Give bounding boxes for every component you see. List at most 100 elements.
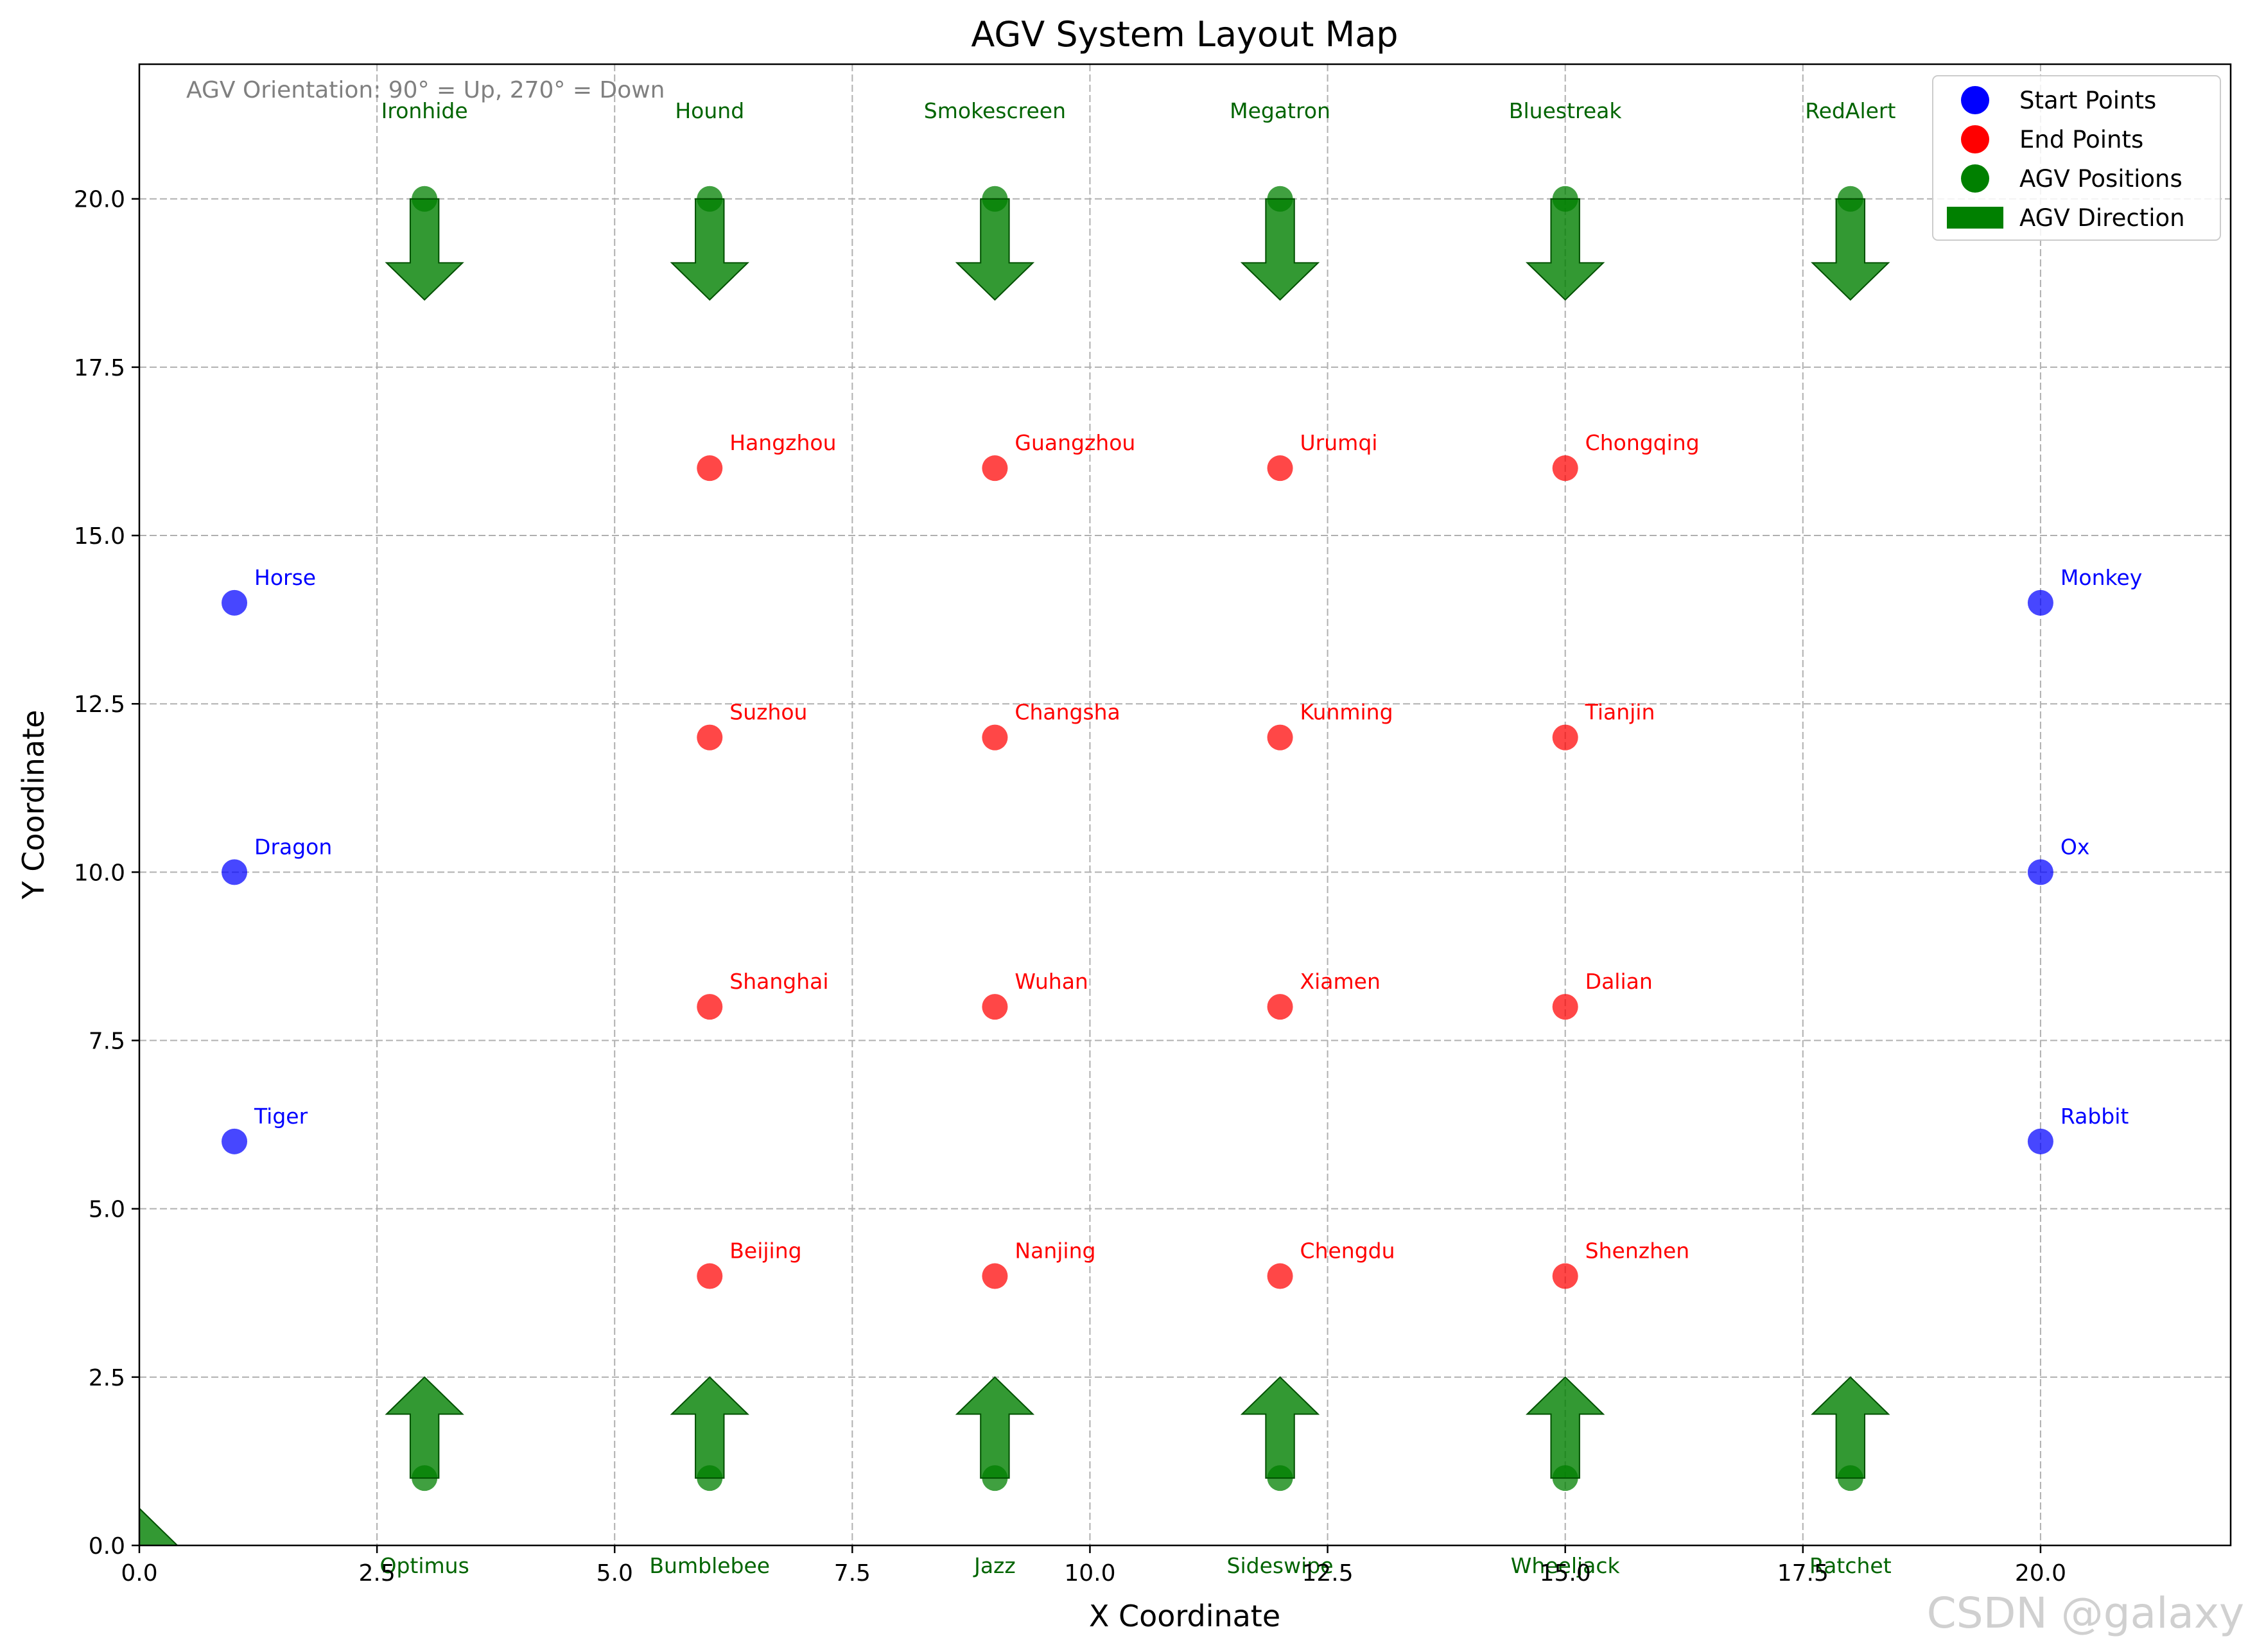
plot-marks: Horse Dragon Tiger Monkey Ox Rabbit Hangzhou Gu… bbox=[139, 98, 2142, 1578]
end-point bbox=[982, 724, 1008, 751]
legend-box bbox=[1932, 75, 2221, 241]
end-point-label: Nanjing bbox=[1015, 1239, 1095, 1264]
agv-label: Jazz bbox=[973, 1553, 1016, 1578]
end-point bbox=[697, 724, 723, 751]
end-point-label: Chengdu bbox=[1300, 1239, 1395, 1264]
plot-frame bbox=[138, 63, 2232, 1547]
end-point-label: Urumqi bbox=[1300, 430, 1378, 455]
y-tick-label: 2.5 bbox=[89, 1365, 125, 1391]
end-point bbox=[1267, 724, 1293, 751]
y-tick-label: 0.0 bbox=[89, 1533, 125, 1560]
end-point bbox=[697, 1263, 723, 1289]
start-point bbox=[2027, 1128, 2053, 1154]
y-tick-label: 5.0 bbox=[89, 1197, 125, 1223]
start-point bbox=[222, 859, 248, 885]
y-tick-label: 12.5 bbox=[74, 691, 125, 718]
end-point bbox=[1552, 724, 1578, 751]
y-tick-label: 10.0 bbox=[74, 860, 125, 886]
start-point-label: Ox bbox=[2061, 834, 2090, 859]
agv-direction-arrow bbox=[1240, 1376, 1320, 1479]
agv-direction-arrow bbox=[670, 198, 749, 301]
end-point bbox=[1267, 1263, 1293, 1289]
end-point bbox=[697, 455, 723, 482]
y-axis-label: Y Coordinate bbox=[16, 710, 51, 900]
legend-end-swatch bbox=[1961, 125, 1989, 153]
start-point-label: Tiger bbox=[254, 1104, 308, 1129]
end-point bbox=[982, 994, 1008, 1020]
end-point-label: Dalian bbox=[1585, 969, 1653, 994]
agv-label: Ironhide bbox=[381, 98, 468, 123]
end-point-label: Shanghai bbox=[729, 969, 828, 994]
end-point bbox=[1267, 994, 1293, 1020]
y-tick-label: 20.0 bbox=[74, 187, 125, 213]
end-point bbox=[697, 994, 723, 1020]
end-point-label: Chongqing bbox=[1585, 430, 1700, 455]
axes: 0.0 2.5 5.0 7.5 10.0 12.5 15.0 17.5 20.0 0.0 2.5 5.… bbox=[74, 187, 2066, 1587]
end-point-label: Beijing bbox=[729, 1239, 801, 1264]
start-point bbox=[2027, 859, 2053, 885]
start-point-label: Dragon bbox=[254, 834, 332, 859]
agv-direction-arrow bbox=[1811, 1376, 1890, 1479]
agv-direction-arrow bbox=[1526, 198, 1605, 301]
agv-label: Bluestreak bbox=[1509, 98, 1623, 123]
agv-label: Megatron bbox=[1230, 98, 1330, 123]
x-tick-label: 7.5 bbox=[834, 1560, 871, 1587]
watermark: CSDN @galaxy bbox=[1927, 1588, 2244, 1638]
start-point bbox=[222, 589, 248, 616]
end-point-label: Shenzhen bbox=[1585, 1239, 1690, 1264]
x-tick-label: 17.5 bbox=[1777, 1560, 1829, 1587]
x-tick-label: 0.0 bbox=[121, 1560, 157, 1587]
end-point-label: Tianjin bbox=[1585, 700, 1655, 725]
start-point-label: Horse bbox=[254, 565, 316, 590]
origin-direction-arrow bbox=[139, 1507, 179, 1545]
x-tick-label: 2.5 bbox=[358, 1560, 395, 1587]
agv-label: Wheeljack bbox=[1511, 1553, 1621, 1578]
agv-label: Smokescreen bbox=[924, 98, 1066, 123]
y-tick-label: 17.5 bbox=[74, 355, 125, 381]
legend-label: AGV Direction bbox=[2019, 204, 2185, 232]
agv-label: Ratchet bbox=[1809, 1553, 1892, 1578]
end-point-label: Wuhan bbox=[1015, 969, 1088, 994]
x-axis-label: X Coordinate bbox=[1089, 1599, 1280, 1633]
end-point-label: Hangzhou bbox=[729, 430, 836, 455]
x-tick-label: 15.0 bbox=[1540, 1560, 1591, 1587]
chart-title: AGV System Layout Map bbox=[971, 14, 1398, 55]
x-tick-label: 5.0 bbox=[597, 1560, 633, 1587]
agv-direction-arrow bbox=[1811, 198, 1890, 301]
agv-direction-arrow bbox=[385, 1376, 464, 1479]
legend-label: AGV Positions bbox=[2019, 165, 2183, 193]
agv-label: Sideswipe bbox=[1227, 1553, 1334, 1578]
end-point bbox=[1552, 1263, 1578, 1289]
agv-direction-arrow bbox=[1526, 1376, 1605, 1479]
end-point-label: Suzhou bbox=[729, 700, 807, 725]
legend-direction-swatch bbox=[1947, 207, 2003, 229]
legend: Start Points End Points AGV Positions AGV D… bbox=[1932, 75, 2221, 241]
agv-label: Hound bbox=[675, 98, 744, 123]
end-point-label: Changsha bbox=[1015, 700, 1120, 725]
start-point-label: Monkey bbox=[2061, 565, 2142, 590]
start-point bbox=[222, 1128, 248, 1154]
end-point bbox=[982, 1263, 1008, 1289]
end-point bbox=[1552, 455, 1578, 482]
legend-label: Start Points bbox=[2019, 87, 2156, 114]
end-point bbox=[1552, 994, 1578, 1020]
start-point-label: Rabbit bbox=[2061, 1104, 2129, 1129]
agv-direction-arrow bbox=[955, 198, 1035, 301]
agv-label: Bumblebee bbox=[649, 1553, 770, 1578]
y-tick-label: 7.5 bbox=[89, 1029, 125, 1055]
agv-direction-arrow bbox=[1240, 198, 1320, 301]
x-tick-label: 10.0 bbox=[1064, 1560, 1115, 1587]
legend-agv-swatch bbox=[1961, 164, 1989, 193]
legend-start-swatch bbox=[1961, 86, 1989, 114]
x-tick-label: 12.5 bbox=[1302, 1560, 1353, 1587]
agv-direction-arrow bbox=[670, 1376, 749, 1479]
start-point bbox=[2027, 589, 2053, 616]
end-point bbox=[982, 455, 1008, 482]
end-point bbox=[1267, 455, 1293, 482]
orientation-annotation: AGV Orientation: 90° = Up, 270° = Down bbox=[186, 77, 665, 103]
agv-label: Optimus bbox=[379, 1553, 469, 1578]
x-tick-label: 20.0 bbox=[2015, 1560, 2066, 1587]
agv-direction-arrow bbox=[385, 198, 464, 301]
